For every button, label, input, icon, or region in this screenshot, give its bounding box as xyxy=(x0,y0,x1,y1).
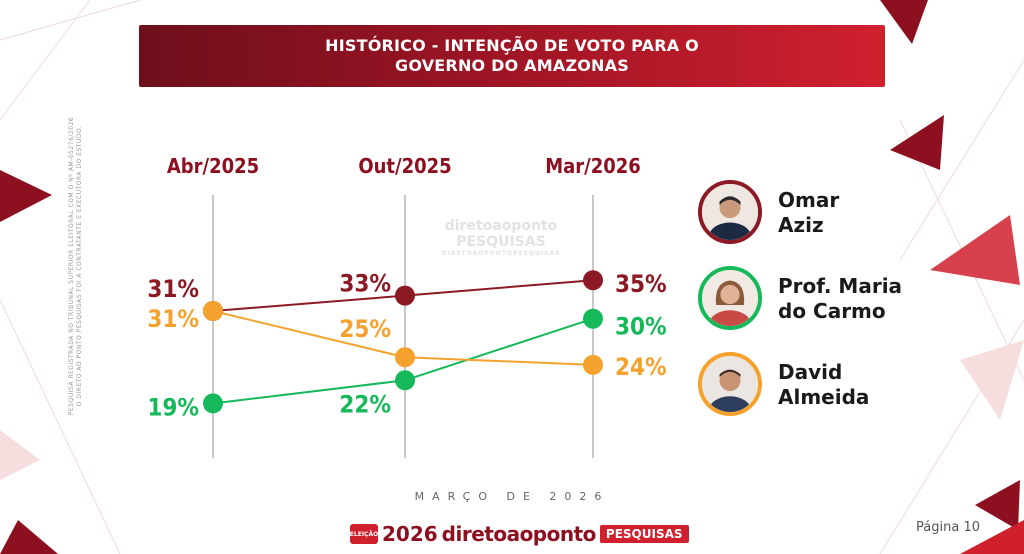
data-label: 35% xyxy=(615,270,667,298)
data-point xyxy=(395,285,415,306)
watermark: diretoaoponto PESQUISAS DIRETOAOPONTOPES… xyxy=(416,218,586,257)
person-icon xyxy=(702,184,758,240)
portrait-maria-do-carmo xyxy=(698,266,762,330)
portrait-omar-aziz xyxy=(698,180,762,244)
data-point xyxy=(203,301,223,321)
page-number: Página 10 xyxy=(916,520,980,535)
data-point xyxy=(583,308,603,329)
deco-triangle xyxy=(880,0,928,44)
data-label: 30% xyxy=(615,313,667,341)
category-label: Out/2025 xyxy=(358,154,451,178)
data-label: 22% xyxy=(339,390,391,418)
logo-pesquisas: PESQUISAS xyxy=(599,525,689,543)
data-label: 33% xyxy=(339,270,391,298)
legend-name: David Almeida xyxy=(778,360,870,409)
person-icon xyxy=(702,270,758,326)
legend-item-david-almeida: David Almeida xyxy=(698,352,938,424)
person-icon xyxy=(702,356,758,412)
deco-triangle xyxy=(0,170,52,222)
data-point xyxy=(395,347,415,368)
data-label: 25% xyxy=(339,315,391,343)
legend: Omar Aziz Prof. Maria do Carmo xyxy=(698,180,938,425)
deco-triangle xyxy=(930,215,1020,285)
category-label: Abr/2025 xyxy=(167,154,259,178)
data-label: 31% xyxy=(147,275,199,303)
data-label: 19% xyxy=(147,393,199,421)
deco-triangle xyxy=(960,520,1024,554)
footer-logo: ELEIÇÃO 2026 diretoaoponto PESQUISAS xyxy=(350,520,689,548)
title-banner: HISTÓRICO - INTENÇÃO DE VOTO PARA O GOVE… xyxy=(139,25,885,87)
watermark-brand: diretoaoponto PESQUISAS xyxy=(444,218,558,250)
title-line-1: HISTÓRICO - INTENÇÃO DE VOTO PARA O xyxy=(325,36,699,55)
legend-item-omar-aziz: Omar Aziz xyxy=(698,180,938,252)
legend-name: Prof. Maria do Carmo xyxy=(778,274,903,323)
data-point xyxy=(583,354,603,375)
portrait-david-almeida xyxy=(698,352,762,416)
logo-brand: diretoaoponto xyxy=(441,522,597,546)
data-point xyxy=(203,393,223,414)
deco-triangle xyxy=(975,480,1020,530)
data-point xyxy=(395,370,415,391)
data-point xyxy=(583,270,603,291)
logo-year: 2026 xyxy=(382,522,438,546)
eleicao-badge: ELEIÇÃO xyxy=(350,524,378,544)
data-label: 31% xyxy=(147,305,199,333)
deco-triangle xyxy=(960,340,1024,420)
legend-item-maria-do-carmo: Prof. Maria do Carmo xyxy=(698,266,938,338)
watermark-sub: DIRETOAOPONTOPESQUISAS xyxy=(441,250,561,257)
title-line-2: GOVERNO DO AMAZONAS xyxy=(395,56,629,75)
deco-triangle xyxy=(0,430,40,480)
deco-triangle xyxy=(0,520,58,554)
footer-date: MARÇO DE 2026 xyxy=(414,490,610,503)
legend-name: Omar Aziz xyxy=(778,188,840,237)
deco-triangle xyxy=(890,115,944,170)
data-label: 24% xyxy=(615,353,667,381)
category-label: Mar/2026 xyxy=(545,154,641,178)
